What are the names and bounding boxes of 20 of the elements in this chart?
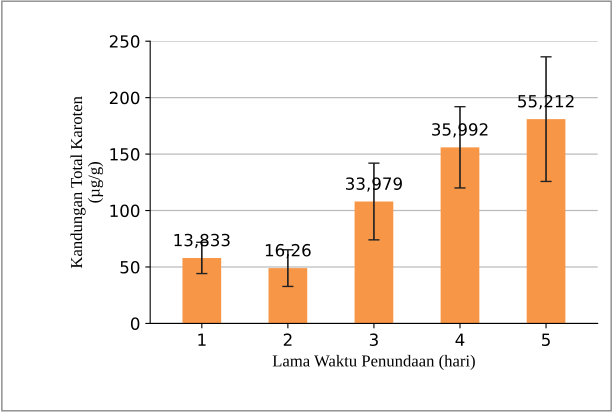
y-tick-label: 150 — [110, 148, 140, 161]
y-tick-label: 0 — [130, 317, 140, 330]
x-tick-label: 4 — [456, 334, 464, 346]
x-tick-label: 2 — [284, 333, 292, 346]
bar — [182, 258, 222, 324]
y-tick-label: 200 — [110, 92, 140, 104]
x-tick-label: 3 — [370, 333, 378, 346]
bar — [268, 268, 308, 324]
y-axis-title: Kandungan Total Karoten (µg/g) — [70, 96, 104, 268]
bar — [354, 202, 394, 324]
y-tick-label: 250 — [110, 35, 140, 48]
bar — [526, 119, 566, 324]
annotation: 16,26 — [266, 244, 311, 258]
x-axis-title: Lama Waktu Penundaan (hari) — [272, 354, 475, 370]
annotation: 13,833 — [174, 234, 230, 248]
x-tick-label: 1 — [198, 334, 206, 346]
x-tick-label: 5 — [542, 334, 550, 346]
bar — [440, 147, 480, 324]
y-tick-label: 50 — [120, 260, 140, 274]
y-tick-label: 100 — [110, 204, 140, 218]
